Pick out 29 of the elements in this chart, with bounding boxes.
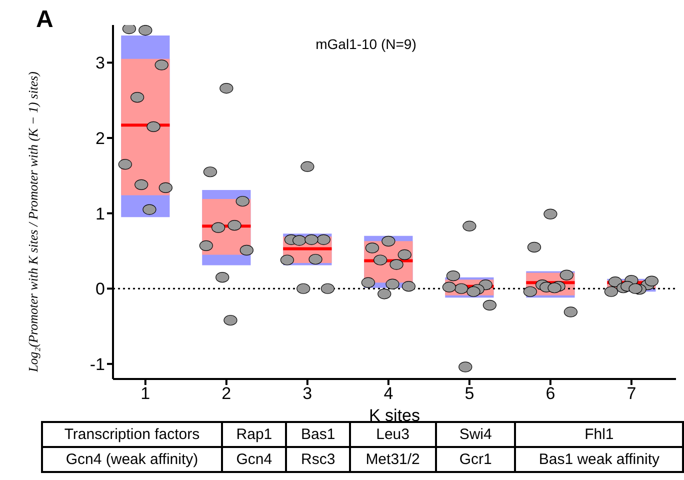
text: mGal1-10 (N=9) — [314, 36, 418, 52]
text: Transcription factors — [42, 422, 222, 447]
text: Rsc3 — [286, 447, 350, 472]
text: Bas1 weak affinity — [515, 447, 683, 472]
x-tick-label: 4 — [384, 384, 394, 404]
text: Met31/2 — [350, 447, 436, 472]
text: Gcr1 — [436, 447, 516, 472]
text: Rap1 — [222, 422, 286, 447]
x-tick-label: 7 — [626, 384, 636, 404]
x-tick-label: 1 — [140, 384, 150, 404]
y-tick-label: 2 — [96, 129, 105, 148]
y-tick-label: 3 — [96, 54, 105, 73]
y-tick-label: 0 — [96, 280, 105, 299]
y-tick-label: -1 — [90, 354, 105, 374]
text: Gcn4 — [222, 447, 286, 472]
bar — [283, 247, 332, 250]
x-tick-label: 5 — [464, 384, 474, 404]
text: Swi4 — [436, 422, 516, 447]
y-axis-title: Log₂(Promoter with K sites / Promoter with (K − 1) sites) — [26, 72, 41, 373]
x-axis-title: K sites — [368, 406, 420, 425]
x-tick-label: 2 — [222, 384, 232, 404]
x-tick-label: 6 — [546, 384, 556, 404]
text: Fhl1 — [515, 422, 683, 447]
chart-title: A — [36, 6, 54, 34]
y-tick-label: 1 — [96, 204, 105, 224]
x-tick-label: 3 — [302, 384, 312, 404]
text: Leu3 — [376, 426, 410, 443]
text: Gcn4 (weak affinity) — [42, 447, 222, 472]
text: Bas1 — [286, 422, 350, 447]
